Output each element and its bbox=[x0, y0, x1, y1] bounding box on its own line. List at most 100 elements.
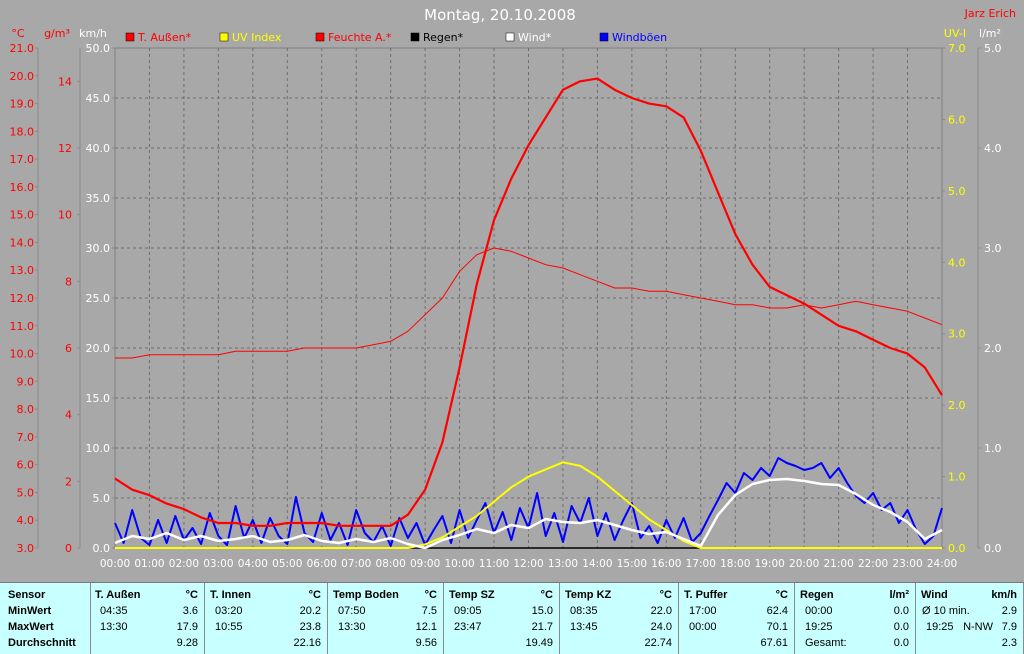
temp-tick-label: 11.0 bbox=[10, 320, 35, 333]
wind-tick-label: 5.0 bbox=[93, 492, 111, 505]
stats-max-time: 19:25 bbox=[926, 621, 954, 633]
stats-row-label: Sensor bbox=[8, 589, 46, 601]
stats-min-value: 20.2 bbox=[299, 605, 321, 617]
stats-average: 22.16 bbox=[293, 637, 321, 649]
series-uv-index bbox=[115, 461, 942, 549]
stats-average: 9.28 bbox=[176, 637, 198, 649]
stats-column: Regen l/m² 00:00 0.0 19:25 0.0 Gesamt: 0.0 bbox=[795, 583, 916, 654]
legend-swatch bbox=[219, 32, 229, 42]
stats-column: Temp SZ °C 09:05 15.0 23:47 21.7 19.49 bbox=[444, 583, 560, 654]
uv-tick-label: 1.0 bbox=[948, 471, 966, 484]
x-tick-label: 08:00 bbox=[376, 558, 406, 570]
stats-max-time: 00:00 bbox=[689, 621, 717, 633]
stats-max-value: 23.8 bbox=[299, 621, 321, 633]
stats-column-title: T. Puffer bbox=[684, 589, 728, 601]
humidity-tick-label: 6 bbox=[65, 342, 72, 355]
x-tick-label: 09:00 bbox=[410, 558, 440, 570]
stats-min-value: 22.0 bbox=[650, 605, 672, 617]
stats-column: T. Außen °C 04:35 3.6 13:30 17.9 9.28 bbox=[90, 583, 205, 654]
rain-tick-label: 5.0 bbox=[984, 42, 1002, 55]
rain-tick-label: 2.0 bbox=[984, 342, 1002, 355]
humidity-axis-label: g/m³ bbox=[44, 27, 70, 40]
wind-tick-label: 40.0 bbox=[86, 142, 111, 155]
stats-column-unit: °C bbox=[424, 589, 437, 601]
stats-min-value: 3.6 bbox=[182, 605, 198, 617]
temp-tick-label: 10.0 bbox=[10, 348, 35, 361]
stats-average: 2.3 bbox=[1001, 637, 1017, 649]
uv-tick-label: 3.0 bbox=[948, 328, 966, 341]
x-tick-label: 20:00 bbox=[789, 558, 819, 570]
rain-tick-label: 1.0 bbox=[984, 442, 1002, 455]
x-tick-label: 02:00 bbox=[169, 558, 199, 570]
stats-row-label: Durchschnitt bbox=[8, 637, 76, 649]
rain-axis-label: l/m² bbox=[979, 27, 1001, 40]
axes: 00:00 01:00 02:00 03:00 04:00 05:00 06:00 07:00… bbox=[10, 27, 1002, 570]
stats-min-value: 62.4 bbox=[766, 605, 788, 617]
x-tick-label: 07:00 bbox=[341, 558, 371, 570]
stats-max-value: 24.0 bbox=[650, 621, 672, 633]
stats-min-time: 08:35 bbox=[570, 605, 598, 617]
stats-column-unit: °C bbox=[308, 589, 321, 601]
temp-tick-label: 15.0 bbox=[10, 209, 35, 222]
stats-min-time: 00:00 bbox=[805, 605, 833, 617]
stats-column-title: T. Innen bbox=[210, 589, 251, 601]
stats-column: Wind km/h Ø 10 min. 2.9 19:25 N-NW 7.9 2.3 bbox=[916, 583, 1024, 654]
x-tick-label: 05:00 bbox=[272, 558, 302, 570]
humidity-tick-label: 4 bbox=[65, 409, 72, 422]
wind-tick-label: 20.0 bbox=[86, 342, 111, 355]
stats-average: 9.56 bbox=[415, 637, 437, 649]
legend-label: T. Außen* bbox=[137, 31, 192, 44]
temp-tick-label: 20.0 bbox=[10, 70, 35, 83]
wind-tick-label: 35.0 bbox=[86, 192, 111, 205]
stats-max-value: 70.1 bbox=[766, 621, 788, 633]
stats-max-value: 12.1 bbox=[415, 621, 437, 633]
legend-label: UV Index bbox=[232, 31, 282, 44]
rain-tick-label: 4.0 bbox=[984, 142, 1002, 155]
x-tick-label: 15:00 bbox=[617, 558, 647, 570]
temp-tick-label: 17.0 bbox=[10, 153, 35, 166]
series-wind bbox=[114, 477, 943, 550]
stats-column-unit: km/h bbox=[991, 589, 1017, 601]
uv-tick-label: 6.0 bbox=[948, 113, 966, 126]
wind-tick-label: 45.0 bbox=[86, 92, 111, 105]
series-lines bbox=[114, 77, 943, 550]
stats-avg-label: Gesamt: bbox=[805, 637, 847, 649]
legend-label: Feuchte A.* bbox=[328, 31, 392, 44]
temp-axis-label: °C bbox=[11, 27, 25, 40]
x-tick-label: 24:00 bbox=[927, 558, 957, 570]
legend-swatch bbox=[315, 32, 325, 42]
x-tick-label: 12:00 bbox=[513, 558, 543, 570]
uv-tick-label: 2.0 bbox=[948, 399, 966, 412]
legend-label: Wind* bbox=[518, 31, 552, 44]
wind-axis-label: km/h bbox=[79, 27, 107, 40]
wind-tick-label: 15.0 bbox=[86, 392, 111, 405]
stats-column: T. Puffer °C 17:00 62.4 00:00 70.1 67.61 bbox=[679, 583, 795, 654]
stats-column-unit: l/m² bbox=[889, 589, 909, 601]
stats-column-title: Temp Boden bbox=[333, 589, 399, 601]
wind-tick-label: 30.0 bbox=[86, 242, 111, 255]
stats-min-time: 03:20 bbox=[215, 605, 243, 617]
x-tick-label: 03:00 bbox=[203, 558, 233, 570]
wind-tick-label: 25.0 bbox=[86, 292, 111, 305]
temp-tick-label: 6.0 bbox=[17, 459, 35, 472]
wind-tick-label: 0.0 bbox=[93, 542, 111, 555]
x-tick-label: 17:00 bbox=[686, 558, 716, 570]
stats-average: 22.74 bbox=[644, 637, 672, 649]
uv-tick-label: 4.0 bbox=[948, 256, 966, 269]
stats-label-column: Sensor MinWert MaxWert Durchschnitt bbox=[0, 583, 91, 654]
legend-swatch bbox=[410, 32, 420, 42]
chart-author: Jarz Erich bbox=[964, 7, 1016, 20]
x-tick-label: 14:00 bbox=[582, 558, 612, 570]
x-tick-label: 16:00 bbox=[651, 558, 681, 570]
stats-min-value: 15.0 bbox=[531, 605, 553, 617]
wind-tick-label: 10.0 bbox=[86, 442, 111, 455]
stats-max-time: 10:55 bbox=[215, 621, 243, 633]
grid bbox=[115, 48, 942, 548]
humidity-tick-label: 8 bbox=[65, 275, 72, 288]
humidity-tick-label: 12 bbox=[58, 142, 72, 155]
x-tick-label: 21:00 bbox=[823, 558, 853, 570]
x-tick-label: 22:00 bbox=[858, 558, 888, 570]
temp-tick-label: 12.0 bbox=[10, 292, 35, 305]
stats-column: T. Innen °C 03:20 20.2 10:55 23.8 22.16 bbox=[205, 583, 328, 654]
temp-tick-label: 21.0 bbox=[10, 42, 35, 55]
